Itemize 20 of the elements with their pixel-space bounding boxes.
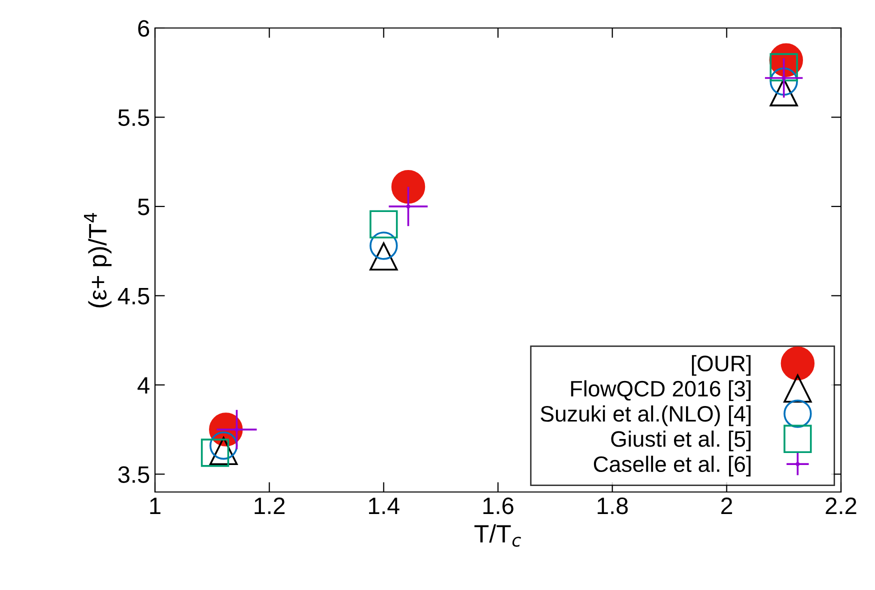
y-tick-label: 5.5 [118, 110, 150, 126]
x-tick-label: 2.2 [826, 497, 856, 514]
legend-label: FlowQCD 2016 [3] [571, 380, 751, 401]
y-tick-label: 3.5 [118, 466, 150, 483]
legend-label: Suzuki et al.(NLO) [4] [540, 405, 751, 426]
x-tick-label: 2 [721, 497, 732, 514]
legend-label: [OUR] [692, 355, 751, 376]
y-tick-label: 5 [138, 198, 150, 216]
x-tick-label: 1.6 [483, 497, 514, 514]
y-tick-label: 4 [138, 377, 150, 394]
x-tick-label: 1.4 [369, 498, 400, 514]
legend-label: Caselle et al. [6] [594, 456, 751, 476]
legend-label: Giusti et al. [5] [611, 430, 751, 452]
y-tick-label: 4.5 [118, 288, 150, 304]
x-axis-title: T/T$_{c}$ [474, 524, 521, 547]
x-tick-label: 1.2 [254, 497, 285, 514]
x-tick-label: 1 [150, 498, 160, 514]
x-tick-label: 1.8 [598, 497, 628, 514]
y-axis-title: (ε+ p)/T$^{4}$ [84, 213, 112, 308]
y-tick-label: 6 [138, 20, 150, 37]
